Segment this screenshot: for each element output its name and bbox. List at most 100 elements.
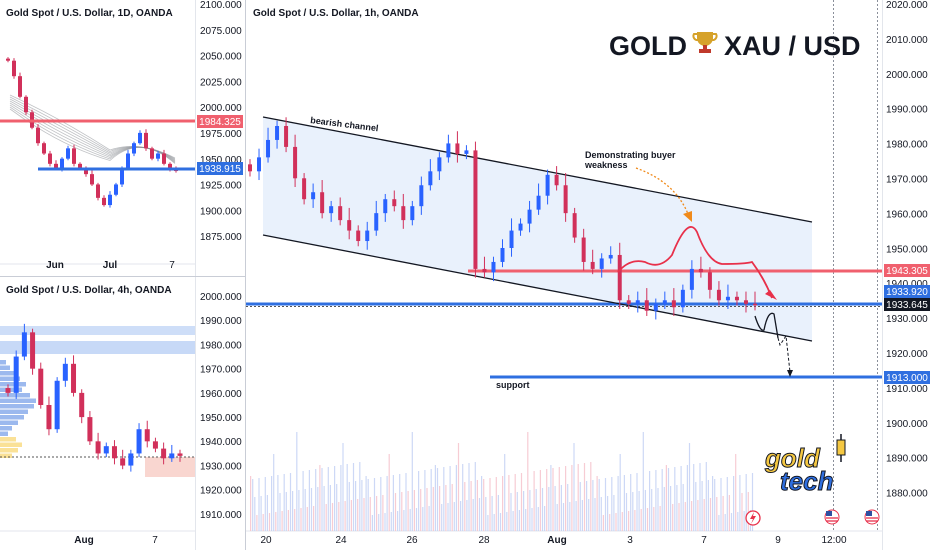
- volume-bar: [649, 471, 651, 531]
- hourly-candle: [446, 143, 451, 158]
- volume-bar: [256, 515, 258, 531]
- volume-bar: [693, 464, 695, 531]
- volume-profile-bar: [0, 415, 24, 420]
- daily-candle: [18, 76, 22, 97]
- four-hour-price-tick: 1990.000: [200, 316, 242, 327]
- supply-zone-lower: [0, 341, 195, 354]
- volume-bar: [516, 492, 518, 531]
- volume-bar: [359, 462, 361, 531]
- four-hour-candle: [62, 363, 68, 381]
- volume-bar: [751, 473, 754, 531]
- volume-bar: [287, 510, 289, 531]
- volume-bar: [520, 473, 523, 531]
- hourly-date-label: 24: [335, 535, 347, 546]
- volume-bar: [575, 501, 577, 531]
- volume-bar: [277, 475, 279, 531]
- gold-heading: GOLD: [609, 31, 687, 61]
- volume-bar: [550, 465, 552, 531]
- volume-bar: [394, 493, 397, 531]
- volume-bar: [598, 479, 600, 531]
- buyer-weakness-arrowhead: [683, 211, 692, 222]
- volume-bar: [525, 509, 527, 531]
- daily-date-jul: Jul: [103, 260, 118, 271]
- daily-candle: [108, 194, 112, 206]
- volume-bar: [644, 490, 646, 531]
- hourly-candle: [482, 268, 487, 273]
- daily-candle: [96, 184, 100, 198]
- four-hour-candle: [95, 441, 101, 454]
- hourly-date-label: 3: [627, 535, 633, 546]
- volume-bar: [699, 463, 701, 531]
- daily-price-tick: 1975.000: [200, 129, 242, 140]
- hourly-candle: [383, 199, 388, 214]
- volume-bar: [436, 468, 439, 531]
- hourly-price-tick: 1970.000: [886, 175, 928, 186]
- volume-bar: [703, 499, 705, 531]
- volume-bar: [567, 484, 569, 531]
- volume-bar: [745, 474, 747, 531]
- volume-bar: [275, 512, 277, 531]
- volume-bar: [470, 481, 472, 531]
- volume-bar: [554, 486, 556, 531]
- volume-bar: [583, 463, 586, 531]
- volume-bar: [630, 474, 632, 531]
- us-flag-icon-2[interactable]: [864, 509, 880, 525]
- volume-bar: [409, 509, 411, 531]
- volume-bar: [571, 465, 573, 531]
- hourly-candle: [410, 206, 415, 221]
- volume-bar: [659, 506, 661, 531]
- volume-bar: [481, 476, 483, 531]
- hourly-candle: [455, 143, 460, 154]
- volume-bar: [300, 508, 302, 531]
- volume-bar: [380, 477, 382, 531]
- daily-price-tick: 2100.000: [200, 0, 242, 11]
- volume-bar: [684, 502, 686, 531]
- volume-bar: [596, 476, 598, 531]
- us-flag-icon[interactable]: [824, 509, 840, 525]
- volume-bar: [741, 493, 743, 531]
- volume-bar: [512, 511, 514, 531]
- daily-candle: [156, 153, 160, 159]
- volume-bar: [363, 498, 365, 531]
- volume-bar: [420, 489, 422, 531]
- volume-bar: [317, 487, 319, 531]
- volume-profile-bar: [0, 431, 8, 436]
- volume-bar: [676, 485, 678, 531]
- hourly-date-axis: 20 24 26 28 Aug 3 7 9 12:00: [260, 535, 847, 546]
- volume-bar: [663, 487, 665, 531]
- volume-bar: [289, 473, 292, 531]
- volume-bar: [579, 482, 581, 531]
- channel-upper-line: [262, 116, 813, 223]
- volume-bar: [447, 503, 449, 531]
- volume-bar: [457, 443, 460, 531]
- volume-bar: [336, 484, 338, 531]
- volume-bar: [338, 502, 340, 531]
- volume-bar: [577, 464, 579, 531]
- forecast-path: [617, 226, 773, 299]
- volume-bar: [392, 475, 394, 531]
- volume-bar: [485, 497, 487, 531]
- volume-bar: [426, 488, 428, 531]
- supply-zone-upper: [0, 326, 195, 335]
- goldtech-logo: gold tech: [764, 434, 846, 497]
- volume-bar: [661, 469, 663, 531]
- hourly-candle: [572, 213, 577, 238]
- lightning-bolt: [750, 512, 756, 524]
- four-hour-candle: [79, 392, 85, 418]
- hourly-candle: [545, 174, 550, 196]
- volume-bar: [688, 443, 691, 531]
- hourly-candle: [662, 300, 667, 304]
- volume-bar: [294, 509, 296, 531]
- hourly-candle: [347, 220, 352, 231]
- volume-bar: [607, 496, 609, 531]
- four-hour-candle: [71, 363, 77, 393]
- volume-bar: [546, 469, 548, 531]
- volume-bar: [743, 511, 745, 531]
- volume-bar: [384, 513, 386, 531]
- volume-bar: [514, 474, 516, 531]
- hourly-candle: [356, 230, 361, 242]
- daily-candle: [78, 163, 82, 169]
- hourly-candle: [338, 206, 343, 221]
- hourly-candle: [437, 157, 442, 172]
- volume-bar: [628, 511, 630, 531]
